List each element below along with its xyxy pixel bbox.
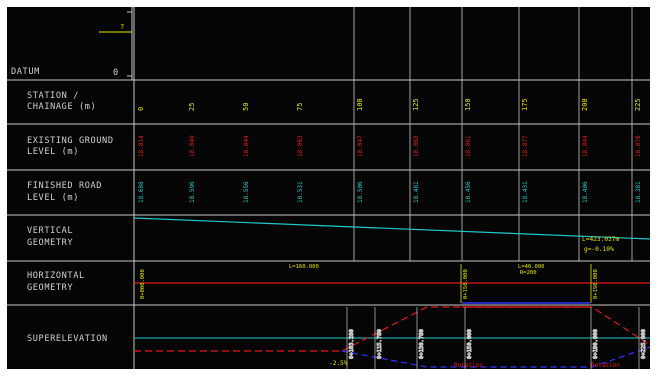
row-label-existing-2: LEVEL (m) bbox=[27, 147, 79, 157]
straight-length-label: L=160.000 bbox=[289, 264, 319, 270]
existing-level-value: 18.061 bbox=[465, 135, 472, 157]
datum-label: DATUM bbox=[11, 67, 40, 77]
curve-radius-label: R=200 bbox=[520, 270, 537, 276]
existing-level-value: 18.063 bbox=[413, 135, 420, 157]
finished-level-value: 18.406 bbox=[582, 181, 589, 203]
finished-level-value: 18.431 bbox=[522, 181, 529, 203]
superelevation-station: 0+130.780 bbox=[419, 329, 425, 359]
left-edge-profile bbox=[134, 306, 651, 352]
superelevation-station: 0+190.000 bbox=[593, 329, 599, 359]
finished-level-value: 18.688 bbox=[138, 181, 145, 203]
existing-level-value: 18.044 bbox=[243, 135, 250, 157]
existing-level-value: 18.063 bbox=[297, 135, 304, 157]
superelevation-station: 0+115.780 bbox=[377, 329, 383, 359]
existing-level-value: 18.077 bbox=[522, 135, 529, 157]
row-label-finished-1: FINISHED ROAD bbox=[27, 181, 102, 191]
chainage-value: 200 bbox=[581, 98, 589, 111]
hg-tangent-point-1: 0+150.000 bbox=[463, 269, 469, 299]
row-label-vertical-1: VERTICAL bbox=[27, 226, 73, 236]
row-label-existing-1: EXISTING GROUND bbox=[27, 136, 114, 146]
long-section-sheet: ? DATUM 0 STATION / CHAINAGE (m) EXISTIN… bbox=[7, 7, 651, 369]
chainage-value: 175 bbox=[521, 98, 529, 111]
crossfall-label: -2.5% bbox=[329, 360, 348, 367]
finished-level-value: 18.531 bbox=[297, 181, 304, 203]
row-label-chainage-2: CHAINAGE (m) bbox=[27, 102, 96, 112]
rotation-note-2: Rotation bbox=[591, 362, 620, 369]
hg-start-chainage: 0+000.000 bbox=[140, 269, 146, 299]
row-labels: STATION / CHAINAGE (m) EXISTING GROUND L… bbox=[27, 91, 114, 344]
grade-line bbox=[133, 217, 651, 240]
datum-block: ? DATUM 0 bbox=[11, 7, 133, 80]
finished-level-value: 18.596 bbox=[189, 181, 196, 203]
existing-level-value: 18.044 bbox=[582, 135, 589, 157]
finished-level-value: 18.481 bbox=[413, 181, 420, 203]
cad-drawing-area[interactable]: ? DATUM 0 STATION / CHAINAGE (m) EXISTIN… bbox=[7, 7, 651, 369]
superelevation-station: 0+103.280 bbox=[349, 329, 355, 359]
finished-level-value: 18.381 bbox=[635, 181, 642, 203]
horizontal-geometry: L=160.000 L=40.000 R=200 0+000.000 0+150… bbox=[134, 264, 650, 303]
chainage-value: 125 bbox=[412, 98, 420, 111]
existing-level-value: 18.070 bbox=[635, 135, 642, 157]
right-edge-profile bbox=[341, 346, 651, 368]
chainage-value: 75 bbox=[296, 103, 304, 111]
vertical-grade-label: g=-0.10% bbox=[584, 246, 614, 253]
chainage-value: 25 bbox=[188, 103, 196, 111]
row-label-chainage-1: STATION / bbox=[27, 91, 79, 101]
superelevation-station: 0+225.000 bbox=[641, 329, 647, 359]
curve-length-label: L=40.000 bbox=[518, 264, 545, 270]
chainage-value: 100 bbox=[356, 98, 364, 111]
existing-level-values: 18.014 18.049 18.044 18.063 18.047 18.063 18.0… bbox=[138, 135, 642, 157]
chainage-values: 0 25 50 75 100 125 150 175 200 225 bbox=[137, 98, 642, 111]
existing-level-value: 18.049 bbox=[189, 135, 196, 157]
finished-level-value: 18.456 bbox=[465, 181, 472, 203]
existing-level-value: 18.014 bbox=[138, 135, 145, 157]
datum-top-mark: ? bbox=[120, 23, 124, 31]
chainage-value: 0 bbox=[137, 107, 145, 111]
finished-level-values: 18.688 18.596 18.556 18.531 18.506 18.481 18.4… bbox=[138, 181, 642, 203]
row-label-finished-2: LEVEL (m) bbox=[27, 193, 79, 203]
chainage-value: 150 bbox=[464, 98, 472, 111]
finished-level-value: 18.506 bbox=[357, 181, 364, 203]
row-label-vertical-2: GEOMETRY bbox=[27, 238, 73, 248]
row-label-horizontal-2: GEOMETRY bbox=[27, 283, 73, 293]
row-label-superelevation: SUPERELEVATION bbox=[27, 334, 108, 344]
chainage-value: 50 bbox=[242, 103, 250, 111]
existing-level-value: 18.047 bbox=[357, 135, 364, 157]
superelevation-station: 0+150.000 bbox=[467, 329, 473, 359]
row-label-horizontal-1: HORIZONTAL bbox=[27, 271, 85, 281]
datum-bottom-mark: 0 bbox=[113, 68, 119, 78]
hg-tangent-point-2: 0+190.000 bbox=[593, 269, 599, 299]
vertical-length-label: L=423.027m bbox=[582, 236, 620, 243]
finished-level-value: 18.556 bbox=[243, 181, 250, 203]
vertical-geometry: L=423.027m g=-0.10% bbox=[133, 217, 651, 253]
rotation-note-1: Rotation bbox=[454, 362, 483, 369]
superelevation-diagram: 0+103.280 0+115.780 0+130.780 0+150.000 0+19… bbox=[134, 302, 651, 369]
chainage-value: 225 bbox=[634, 98, 642, 111]
